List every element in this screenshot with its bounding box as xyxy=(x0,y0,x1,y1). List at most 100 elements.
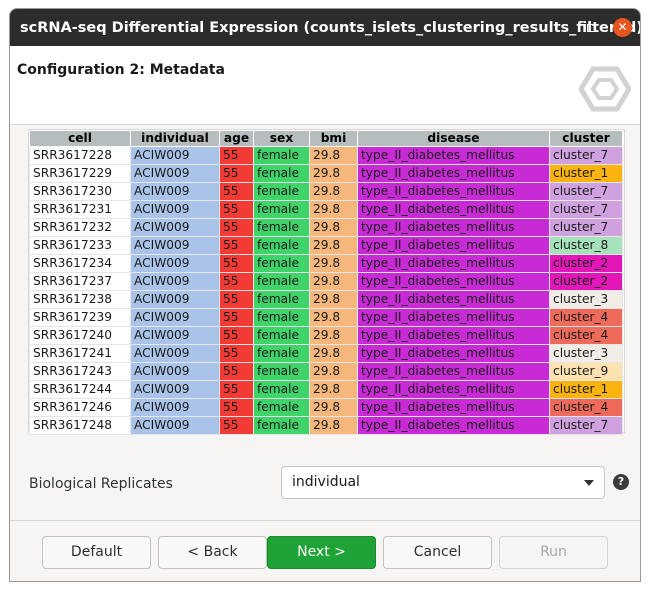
cell-bmi: 29.8 xyxy=(309,236,358,255)
table-row[interactable]: SRR3617240 ACIW009 55 female 29.8 type_II_dia… xyxy=(29,326,623,345)
biological-replicates-value: individual xyxy=(292,474,360,490)
cell-disease: type_II_diabetes_mellitus xyxy=(357,416,550,435)
back-button[interactable]: < Back xyxy=(158,536,267,569)
cell-age: 55 xyxy=(219,362,254,381)
table-row[interactable]: SRR3617229 ACIW009 55 female 29.8 type_II_dia… xyxy=(29,164,623,183)
cell-disease: type_II_diabetes_mellitus xyxy=(357,344,550,363)
dialog-window: scRNA-seq Differential Expression (count… xyxy=(9,8,641,582)
table-row[interactable]: SRR3617248 ACIW009 55 female 29.8 type_II_dia… xyxy=(29,416,623,435)
cell-bmi: 29.8 xyxy=(309,308,358,327)
cell-cell: SRR3617243 xyxy=(29,362,131,381)
cell-bmi: 29.8 xyxy=(309,362,358,381)
cell-bmi: 29.8 xyxy=(309,218,358,237)
table-row[interactable]: SRR3617230 ACIW009 55 female 29.8 type_II_dia… xyxy=(29,182,623,201)
table-row[interactable]: SRR3617231 ACIW009 55 female 29.8 type_II_dia… xyxy=(29,200,623,219)
cell-age: 55 xyxy=(219,254,254,273)
cell-disease: type_II_diabetes_mellitus xyxy=(357,308,550,327)
app-logo-icon xyxy=(579,66,631,112)
cell-cluster: cluster_9 xyxy=(549,362,623,381)
column-header-individual[interactable]: individual xyxy=(130,130,220,147)
cell-sex: female xyxy=(253,254,310,273)
cell-bmi: 29.8 xyxy=(309,200,358,219)
table-row[interactable]: SRR3617233 ACIW009 55 female 29.8 type_II_dia… xyxy=(29,236,623,255)
cell-cluster: cluster_8 xyxy=(549,236,623,255)
cell-bmi: 29.8 xyxy=(309,182,358,201)
cell-disease: type_II_diabetes_mellitus xyxy=(357,164,550,183)
cell-individual: ACIW009 xyxy=(130,272,220,291)
cell-cluster: cluster_1 xyxy=(549,380,623,399)
metadata-table-frame[interactable]: cell individual age sex bmi disease cluster SR… xyxy=(28,129,625,435)
table-row[interactable]: SRR3617234 ACIW009 55 female 29.8 type_II_dia… xyxy=(29,254,623,273)
cancel-button[interactable]: Cancel xyxy=(383,536,492,569)
table-row[interactable]: SRR3617244 ACIW009 55 female 29.8 type_II_dia… xyxy=(29,380,623,399)
maximize-icon[interactable] xyxy=(581,18,600,37)
cell-bmi: 29.8 xyxy=(309,398,358,417)
cell-cell: SRR3617246 xyxy=(29,398,131,417)
column-header-cluster[interactable]: cluster xyxy=(549,130,623,147)
cell-sex: female xyxy=(253,380,310,399)
cell-disease: type_II_diabetes_mellitus xyxy=(357,146,550,165)
cell-cluster: cluster_4 xyxy=(549,308,623,327)
column-header-disease[interactable]: disease xyxy=(357,130,550,147)
cell-cell: SRR3617241 xyxy=(29,344,131,363)
next-button[interactable]: Next > xyxy=(267,536,376,569)
cell-bmi: 29.8 xyxy=(309,254,358,273)
table-row[interactable]: SRR3617241 ACIW009 55 female 29.8 type_II_dia… xyxy=(29,344,623,363)
cell-individual: ACIW009 xyxy=(130,362,220,381)
cell-sex: female xyxy=(253,416,310,435)
column-header-cell[interactable]: cell xyxy=(29,130,131,147)
cell-bmi: 29.8 xyxy=(309,380,358,399)
cell-disease: type_II_diabetes_mellitus xyxy=(357,362,550,381)
cell-individual: ACIW009 xyxy=(130,398,220,417)
cell-age: 55 xyxy=(219,236,254,255)
cell-cluster: cluster_7 xyxy=(549,146,623,165)
cell-cluster: cluster_3 xyxy=(549,344,623,363)
chevron-down-icon[interactable] xyxy=(584,480,594,486)
cell-individual: ACIW009 xyxy=(130,182,220,201)
cell-sex: female xyxy=(253,398,310,417)
cell-disease: type_II_diabetes_mellitus xyxy=(357,236,550,255)
cell-cell: SRR3617234 xyxy=(29,254,131,273)
column-header-age[interactable]: age xyxy=(219,130,254,147)
cell-cluster: cluster_3 xyxy=(549,290,623,309)
cell-individual: ACIW009 xyxy=(130,344,220,363)
cell-bmi: 29.8 xyxy=(309,146,358,165)
close-icon[interactable]: ✕ xyxy=(613,18,632,37)
cell-sex: female xyxy=(253,164,310,183)
help-icon[interactable]: ? xyxy=(613,474,629,490)
column-header-bmi[interactable]: bmi xyxy=(309,130,358,147)
cell-disease: type_II_diabetes_mellitus xyxy=(357,398,550,417)
title-bar[interactable]: scRNA-seq Differential Expression (count… xyxy=(10,9,640,46)
cell-cell: SRR3617239 xyxy=(29,308,131,327)
run-button[interactable]: Run xyxy=(499,536,608,569)
cell-sex: female xyxy=(253,218,310,237)
table-row[interactable]: SRR3617239 ACIW009 55 female 29.8 type_II_dia… xyxy=(29,308,623,327)
cell-cluster: cluster_2 xyxy=(549,272,623,291)
cell-individual: ACIW009 xyxy=(130,200,220,219)
table-row[interactable]: SRR3617228 ACIW009 55 female 29.8 type_II_dia… xyxy=(29,146,623,165)
table-row[interactable]: SRR3617237 ACIW009 55 female 29.8 type_II_dia… xyxy=(29,272,623,291)
cell-sex: female xyxy=(253,236,310,255)
cell-age: 55 xyxy=(219,146,254,165)
cell-disease: type_II_diabetes_mellitus xyxy=(357,200,550,219)
column-header-sex[interactable]: sex xyxy=(253,130,310,147)
table-row[interactable]: SRR3617243 ACIW009 55 female 29.8 type_II_dia… xyxy=(29,362,623,381)
wizard-footer: Default < Back Next > Cancel Run xyxy=(10,520,640,581)
cell-cell: SRR3617244 xyxy=(29,380,131,399)
cell-age: 55 xyxy=(219,416,254,435)
table-row[interactable]: SRR3617246 ACIW009 55 female 29.8 type_II_dia… xyxy=(29,398,623,417)
biological-replicates-select[interactable]: individual xyxy=(281,466,605,499)
metadata-table[interactable]: cell individual age sex bmi disease cluster SR… xyxy=(29,130,623,435)
cell-cell: SRR3617233 xyxy=(29,236,131,255)
wizard-body: cell individual age sex bmi disease cluster SR… xyxy=(10,125,640,520)
table-row[interactable]: SRR3617238 ACIW009 55 female 29.8 type_II_dia… xyxy=(29,290,623,309)
wizard-header: Configuration 2: Metadata xyxy=(10,46,640,125)
table-row[interactable]: SRR3617232 ACIW009 55 female 29.8 type_II_dia… xyxy=(29,218,623,237)
cell-age: 55 xyxy=(219,398,254,417)
cell-disease: type_II_diabetes_mellitus xyxy=(357,380,550,399)
biological-replicates-label: Biological Replicates xyxy=(29,476,173,492)
default-button[interactable]: Default xyxy=(42,536,151,569)
cell-age: 55 xyxy=(219,326,254,345)
cell-cluster: cluster_4 xyxy=(549,398,623,417)
cell-cell: SRR3617230 xyxy=(29,182,131,201)
